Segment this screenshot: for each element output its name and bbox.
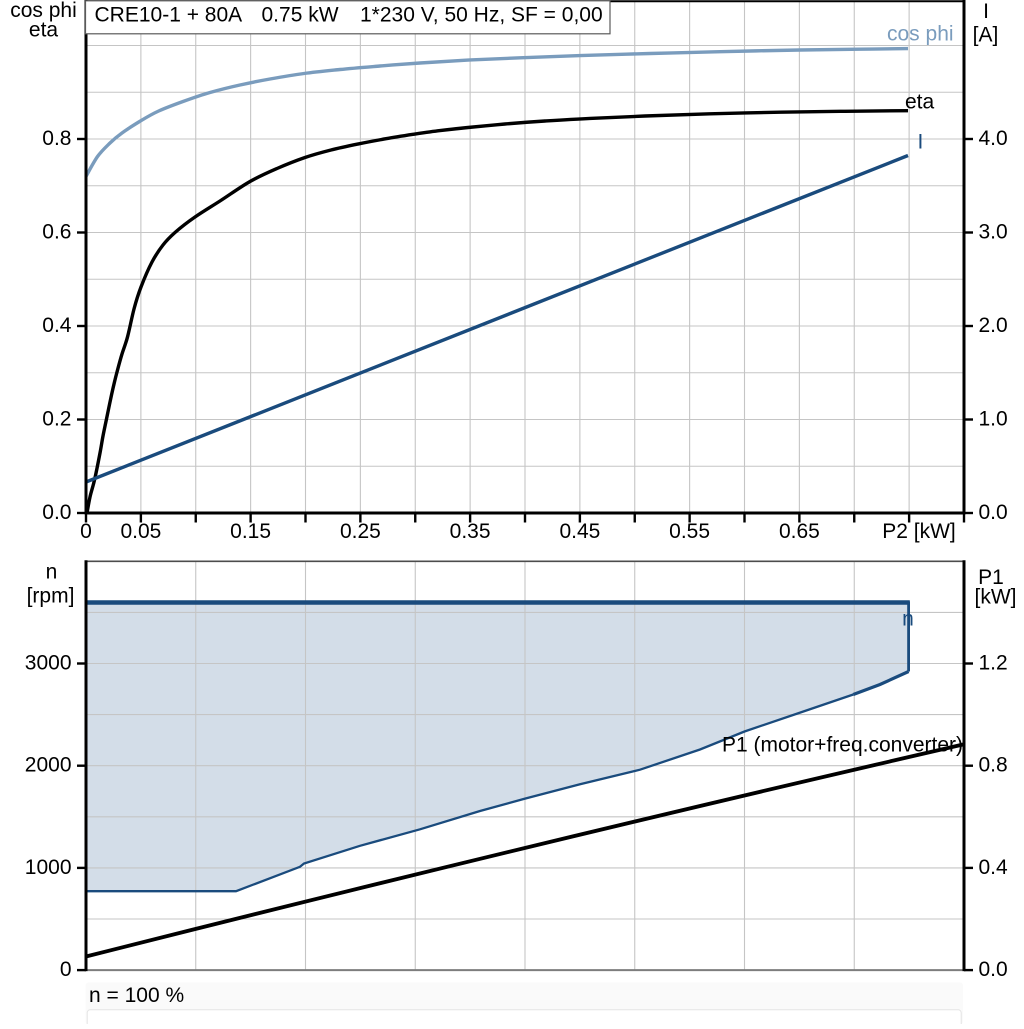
svg-text:0.6: 0.6: [42, 221, 71, 244]
svg-text:0.45: 0.45: [559, 520, 600, 543]
svg-text:2000: 2000: [25, 754, 72, 777]
svg-text:eta: eta: [29, 19, 59, 42]
svg-text:2.0: 2.0: [979, 314, 1008, 337]
svg-text:0.55: 0.55: [669, 520, 710, 543]
svg-text:0.25: 0.25: [340, 520, 381, 543]
svg-text:n: n: [902, 608, 914, 631]
svg-text:cos phi: cos phi: [10, 0, 77, 22]
svg-text:0.05: 0.05: [120, 520, 161, 543]
svg-text:n = 100 %: n = 100 %: [89, 984, 184, 1007]
svg-text:1*230 V, 50 Hz, SF = 0,00: 1*230 V, 50 Hz, SF = 0,00: [360, 4, 603, 27]
svg-text:I: I: [983, 0, 989, 23]
svg-text:P1 (motor+freq.converter): P1 (motor+freq.converter): [722, 734, 963, 757]
svg-text:cos phi: cos phi: [887, 23, 954, 46]
svg-text:P2 [kW]: P2 [kW]: [882, 520, 956, 543]
svg-text:0.8: 0.8: [979, 754, 1008, 777]
svg-text:0.8: 0.8: [42, 127, 71, 150]
svg-text:0.0: 0.0: [979, 958, 1008, 981]
svg-text:[A]: [A]: [973, 24, 999, 47]
svg-text:P1: P1: [978, 566, 1004, 589]
svg-text:0.4: 0.4: [42, 314, 72, 337]
svg-text:[kW]: [kW]: [975, 586, 1017, 609]
svg-text:1000: 1000: [25, 856, 72, 879]
svg-text:4.0: 4.0: [979, 127, 1008, 150]
svg-text:1.0: 1.0: [979, 408, 1008, 431]
svg-text:I: I: [918, 131, 924, 154]
svg-text:CRE10-1 + 80A: CRE10-1 + 80A: [95, 4, 243, 27]
svg-text:eta: eta: [905, 91, 935, 114]
svg-text:0.75 kW: 0.75 kW: [262, 4, 339, 27]
svg-text:0.0: 0.0: [42, 501, 71, 524]
svg-text:n: n: [46, 561, 58, 584]
svg-text:[rpm]: [rpm]: [27, 585, 75, 608]
svg-text:3.0: 3.0: [979, 221, 1008, 244]
svg-text:0.0: 0.0: [979, 501, 1008, 524]
svg-text:0: 0: [60, 958, 72, 981]
svg-text:0.35: 0.35: [450, 520, 491, 543]
svg-text:0: 0: [80, 520, 92, 543]
svg-text:0.4: 0.4: [979, 856, 1009, 879]
svg-text:0.65: 0.65: [779, 520, 820, 543]
svg-text:3000: 3000: [25, 652, 72, 675]
svg-text:1.2: 1.2: [979, 652, 1008, 675]
svg-text:0.15: 0.15: [230, 520, 271, 543]
svg-text:0.2: 0.2: [42, 408, 71, 431]
